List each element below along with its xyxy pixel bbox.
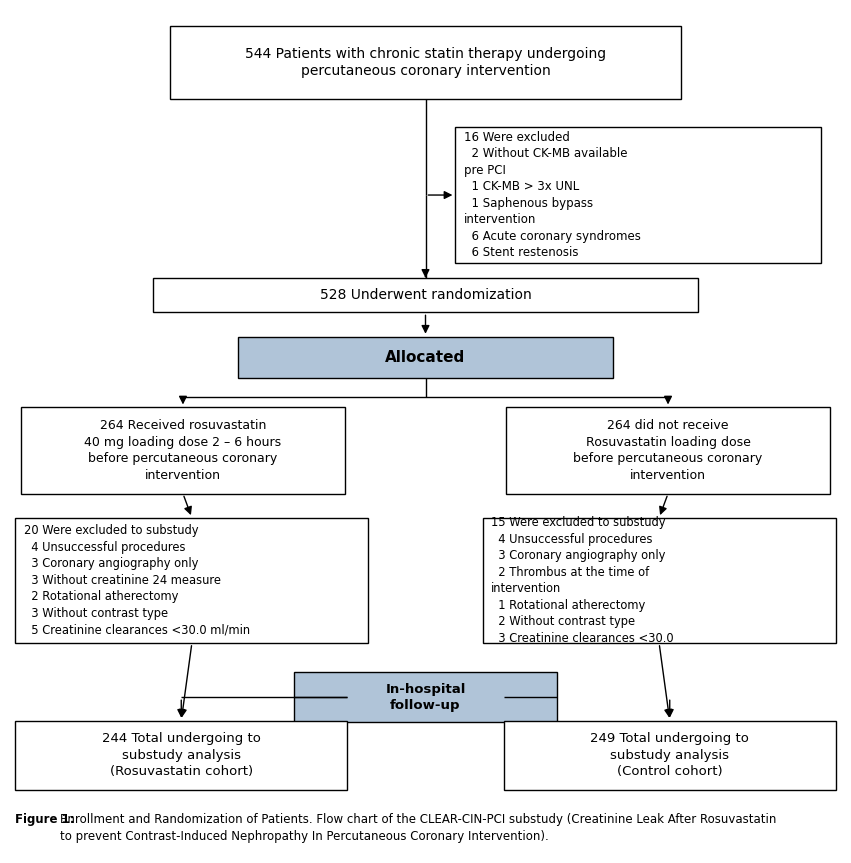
Text: 16 Were excluded
  2 Without CK-MB available
pre PCI
  1 CK-MB > 3x UNL
  1 Saph: 16 Were excluded 2 Without CK-MB availab… bbox=[464, 131, 641, 259]
Text: 528 Underwent randomization: 528 Underwent randomization bbox=[320, 288, 531, 302]
FancyBboxPatch shape bbox=[153, 278, 698, 312]
FancyBboxPatch shape bbox=[294, 672, 557, 722]
Text: 249 Total undergoing to
substudy analysis
(Control cohort): 249 Total undergoing to substudy analysi… bbox=[591, 732, 749, 778]
FancyBboxPatch shape bbox=[170, 26, 681, 99]
FancyBboxPatch shape bbox=[15, 721, 347, 790]
FancyBboxPatch shape bbox=[455, 127, 821, 263]
Text: 264 did not receive
Rosuvastatin loading dose
before percutaneous coronary
inter: 264 did not receive Rosuvastatin loading… bbox=[574, 419, 762, 482]
FancyBboxPatch shape bbox=[15, 518, 368, 643]
FancyBboxPatch shape bbox=[504, 721, 836, 790]
Text: 244 Total undergoing to
substudy analysis
(Rosuvastatin cohort): 244 Total undergoing to substudy analysi… bbox=[102, 732, 260, 778]
FancyBboxPatch shape bbox=[21, 407, 345, 494]
FancyBboxPatch shape bbox=[483, 518, 836, 643]
Text: Allocated: Allocated bbox=[386, 350, 465, 365]
Text: Figure 1:: Figure 1: bbox=[15, 813, 79, 826]
Text: 264 Received rosuvastatin
40 mg loading dose 2 – 6 hours
before percutaneous cor: 264 Received rosuvastatin 40 mg loading … bbox=[84, 419, 282, 482]
FancyBboxPatch shape bbox=[506, 407, 830, 494]
FancyBboxPatch shape bbox=[238, 337, 613, 378]
Text: 15 Were excluded to substudy
  4 Unsuccessful procedures
  3 Coronary angiograph: 15 Were excluded to substudy 4 Unsuccess… bbox=[491, 516, 674, 645]
Text: 544 Patients with chronic statin therapy undergoing
percutaneous coronary interv: 544 Patients with chronic statin therapy… bbox=[245, 47, 606, 79]
Text: In-hospital
follow-up: In-hospital follow-up bbox=[386, 683, 465, 712]
Text: Enrollment and Randomization of Patients. Flow chart of the CLEAR-CIN-PCI substu: Enrollment and Randomization of Patients… bbox=[60, 813, 776, 843]
Text: 20 Were excluded to substudy
  4 Unsuccessful procedures
  3 Coronary angiograph: 20 Were excluded to substudy 4 Unsuccess… bbox=[24, 525, 250, 636]
